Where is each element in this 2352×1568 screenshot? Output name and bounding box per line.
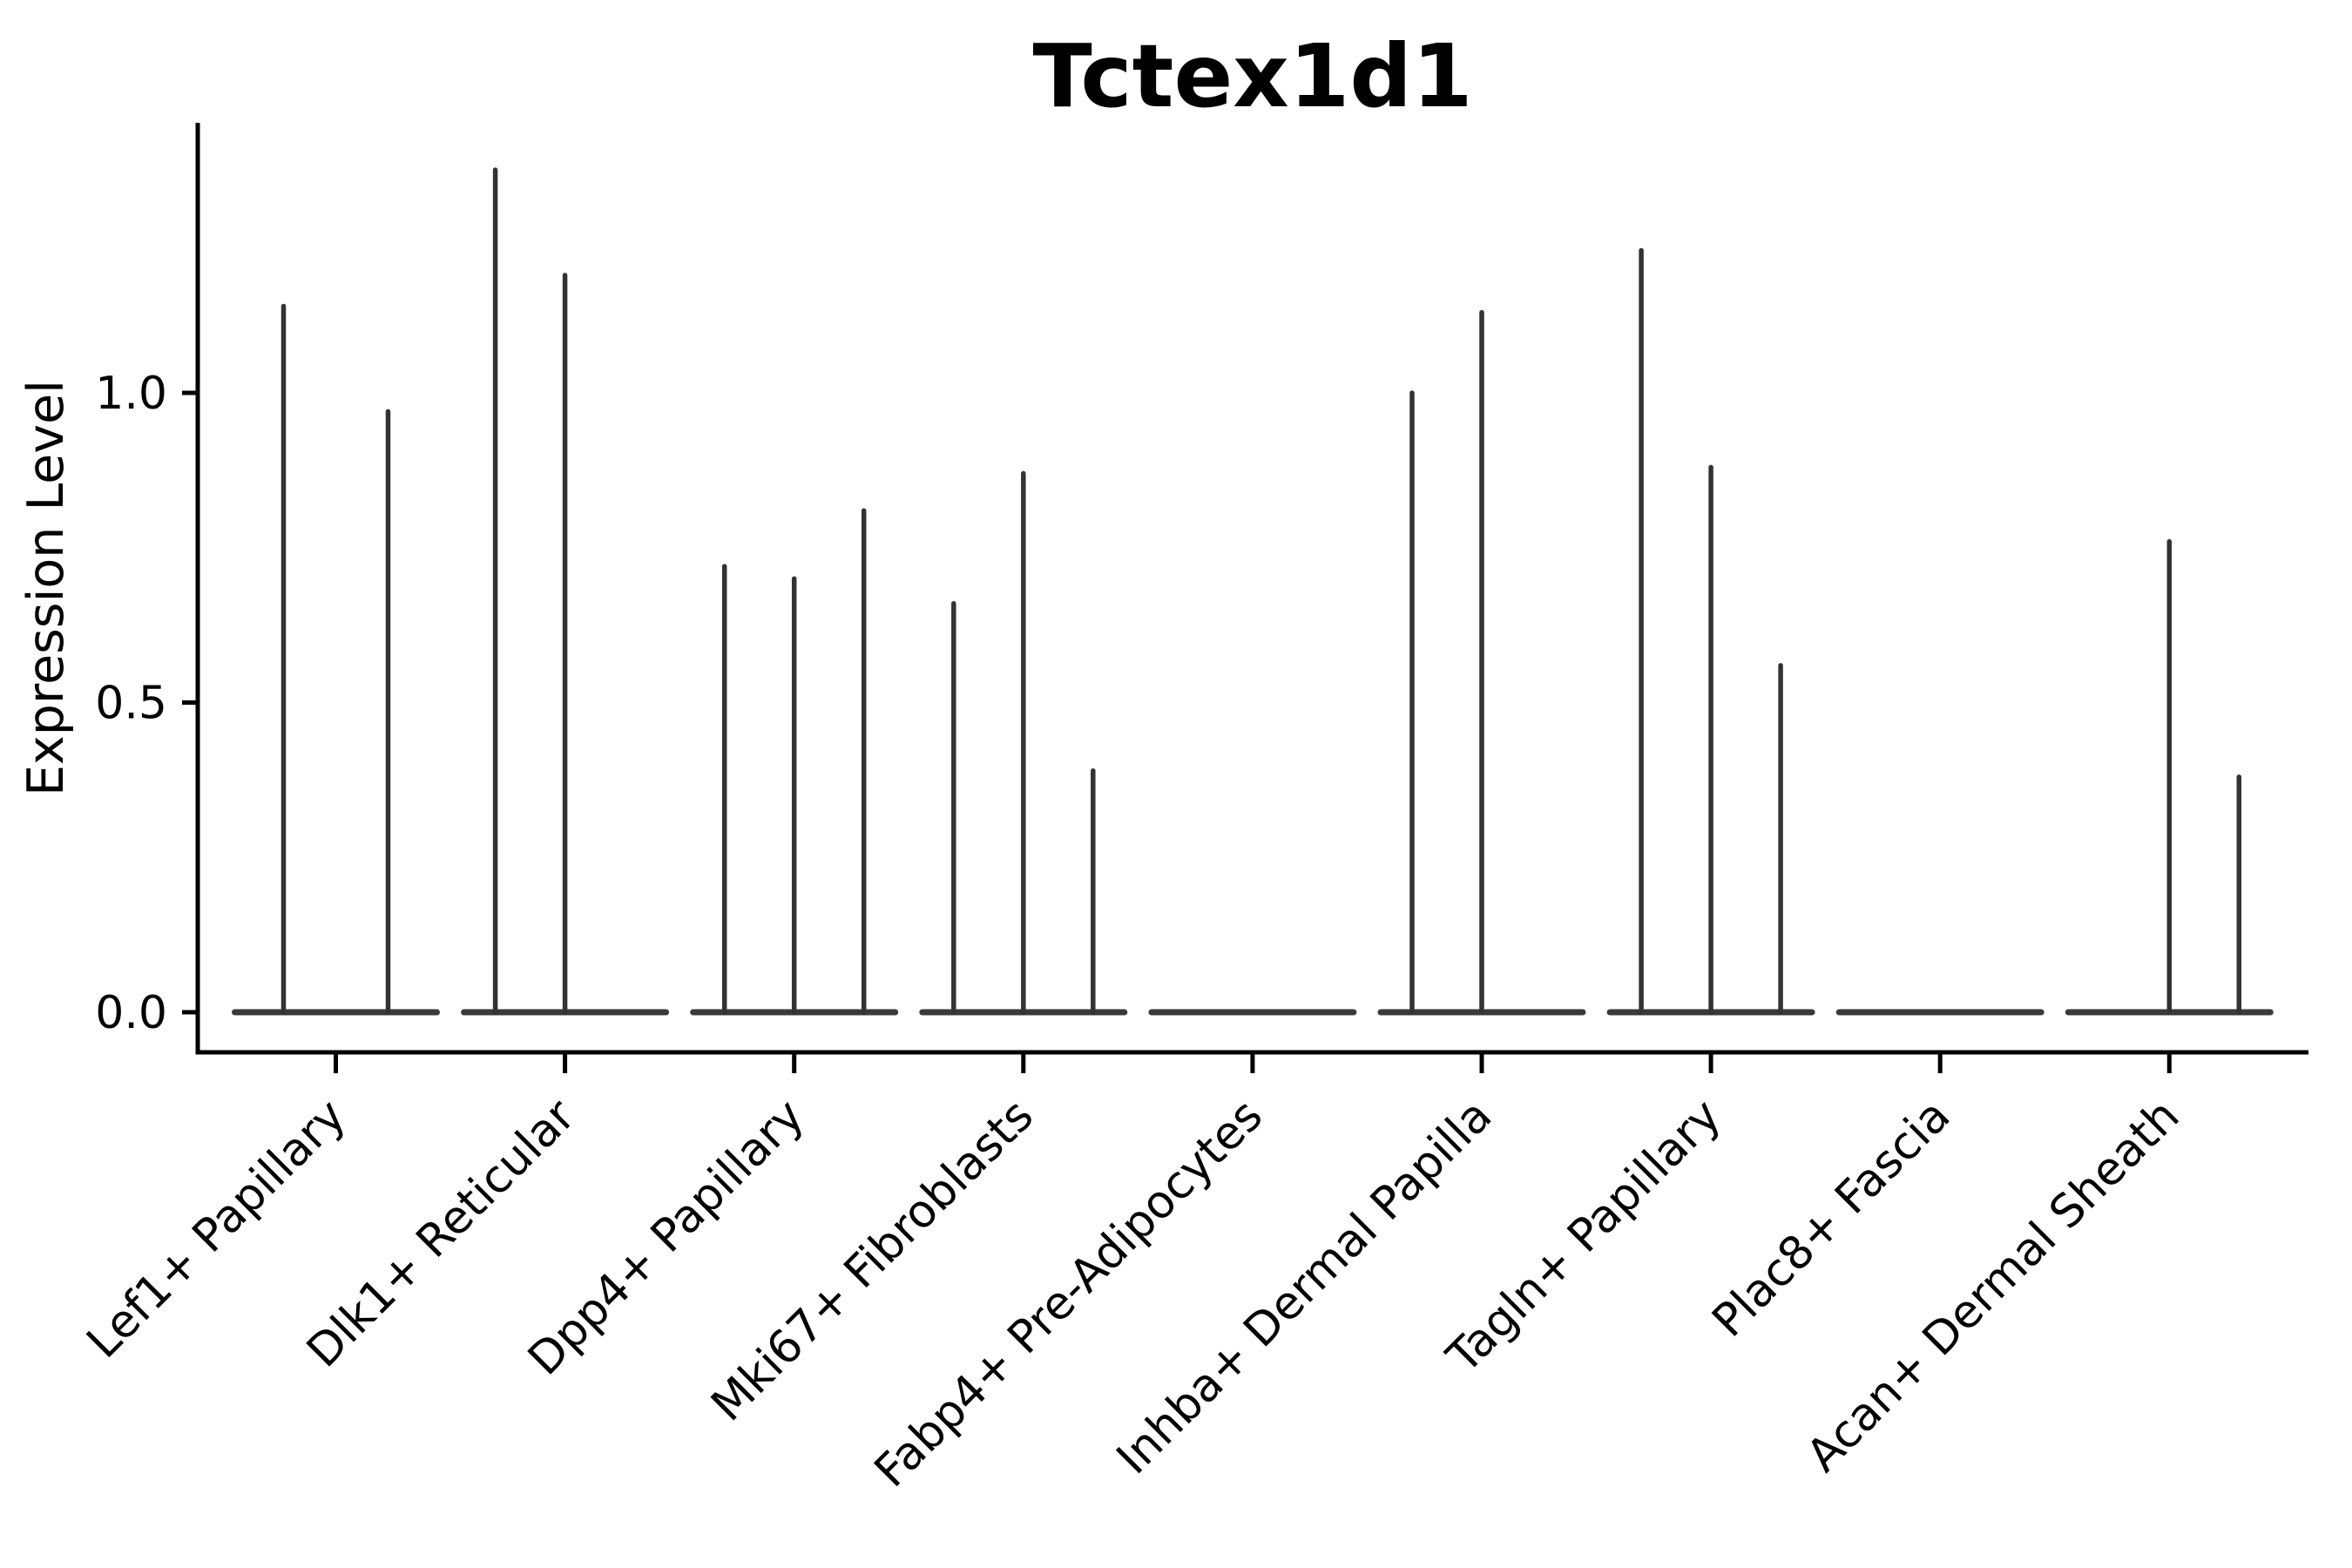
y-axis-ticks: 0.0 0.5 1.0 xyxy=(95,368,198,1039)
y-tick-label: 1.0 xyxy=(95,368,167,420)
x-tick-label: Plac8+ Fascia xyxy=(1703,1090,1961,1348)
violin-category-group xyxy=(1377,309,1586,1016)
x-tick-label: Acan+ Dermal Sheath xyxy=(1797,1090,2190,1483)
y-tick-label: 0.5 xyxy=(95,678,167,730)
x-tick-label: Fabp4+ Pre-Adipocytes xyxy=(865,1090,1273,1497)
violin-category-group xyxy=(919,470,1128,1016)
violin-category-group xyxy=(2065,538,2274,1016)
violin-category-group xyxy=(232,303,440,1016)
x-tick-label: Inhba+ Dermal Papilla xyxy=(1107,1090,1502,1484)
chart-title: Tctex1d1 xyxy=(1032,25,1472,127)
violins xyxy=(232,167,2274,1016)
violin-category-group xyxy=(690,508,899,1016)
violin-category-group xyxy=(1606,247,1815,1016)
y-axis-label: Expression Level xyxy=(17,380,75,796)
violin-category-group xyxy=(461,167,670,1016)
axes-spines xyxy=(195,123,2308,1055)
y-tick-label: 0.0 xyxy=(95,987,167,1039)
